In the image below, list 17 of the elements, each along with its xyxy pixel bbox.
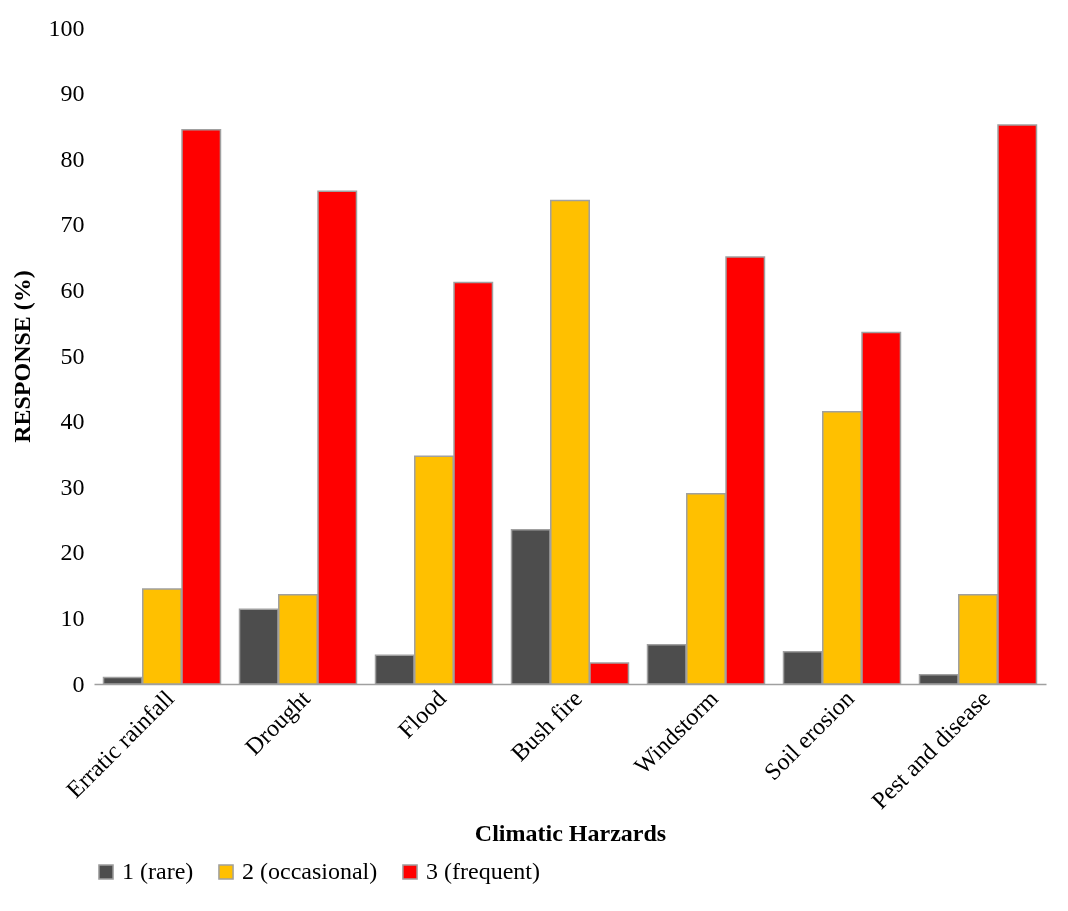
y-tick-label: 50 — [60, 342, 85, 369]
legend-label: 2 (occasional) — [242, 858, 378, 884]
legend-label: 1 (rare) — [122, 858, 194, 884]
y-tick-label: 70 — [60, 211, 85, 238]
x-axis-title: Climatic Harzards — [474, 819, 667, 846]
y-tick-label: 100 — [48, 14, 85, 41]
y-tick-label: 0 — [72, 670, 85, 697]
y-tick-label: 20 — [60, 539, 85, 566]
y-tick-label: 10 — [60, 604, 85, 631]
y-tick-label: 30 — [60, 473, 85, 500]
y-tick-label: 80 — [60, 145, 85, 172]
legend-label: 3 (frequent) — [426, 858, 540, 884]
y-tick-label: 90 — [60, 80, 85, 107]
y-tick-label: 60 — [60, 276, 85, 303]
x-tick-label: Bush fire — [505, 685, 587, 767]
y-tick-label: 40 — [60, 408, 85, 435]
y-axis-title: RESPONSE (%) — [8, 270, 35, 443]
